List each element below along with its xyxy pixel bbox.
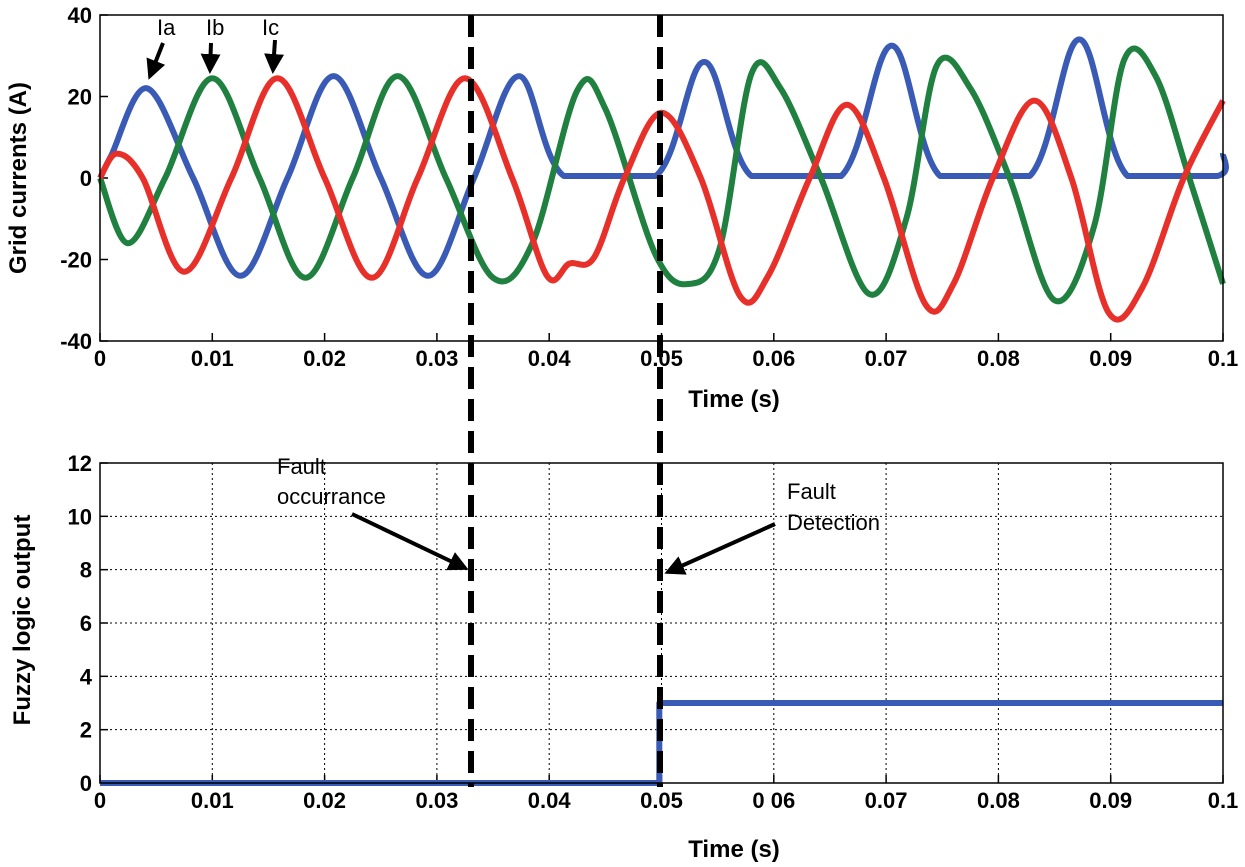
fault-detection-label-1: Fault [787,479,836,504]
top-ytick-label: -20 [60,248,92,273]
bottom-xtick-label: 0.09 [1089,788,1132,813]
bottom-xlabel: Time (s) [688,836,780,863]
bottom-xtick-label: 0 06 [752,788,795,813]
top-xtick-label: 0.01 [191,346,234,371]
bottom-xtick-label: 0.01 [191,788,234,813]
top-xtick-label: 0.1 [1208,346,1239,371]
series-ib-line [97,45,1226,305]
top-ylabel: Grid currents (A) [5,82,32,274]
fault-detection-label-2: Detection [787,510,880,535]
arrow-fault-detection [664,522,776,575]
top-ticks: 0 0.01 0.02 0.03 0.04 0.05 0.06 0.07 0.08 0.09 0.1… [60,3,1238,371]
top-xtick-label: 0 [94,346,106,371]
bottom-ytick-label: 8 [80,558,92,583]
series-ia-line [97,36,1229,279]
bottom-xtick-label: 0.07 [865,788,908,813]
top-ytick-label: -40 [60,329,92,354]
top-xtick-label: 0.08 [977,346,1020,371]
top-xtick-label: 0.03 [415,346,458,371]
bottom-ytick-label: 6 [80,611,92,636]
grid-currents-plot: Grid currents (A) Time (s) 0 0.01 0.02 0.03… [5,3,1238,413]
bottom-ytick-label: 2 [80,718,92,743]
bottom-xtick-label: 0.03 [415,788,458,813]
top-series-group [97,36,1229,323]
bottom-xtick-label: 0.04 [528,788,572,813]
fuzzy-output-plot: Fuzzy logic output Time (s) 0 0.01 0.02 0.0… [9,451,1238,863]
top-xtick-label: 0.07 [865,346,908,371]
label-ic: Ic [262,15,279,40]
fault-occurrence-label-2: occurrance [277,484,386,509]
bottom-ylabel: Fuzzy logic output [9,515,36,726]
bottom-xtick-label: 0.05 [640,788,683,813]
bottom-ytick-label: 12 [68,451,92,476]
bottom-ytick-label: 10 [68,504,92,529]
series-ic-line [97,75,1226,323]
bottom-xtick-label: 0.02 [303,788,346,813]
bottom-xtick-label: 0 [94,788,106,813]
top-xtick-label: 0.06 [752,346,795,371]
top-ytick-label: 0 [80,166,92,191]
bottom-ytick-label: 4 [80,664,93,689]
top-xtick-label: 0.02 [303,346,346,371]
top-ytick-label: 40 [68,3,92,28]
top-xlabel: Time (s) [688,386,780,413]
bottom-ticks: 0 0.01 0.02 0.03 0.04 0.05 0 06 0.07 0.08 0.09 0.1… [68,451,1239,813]
bottom-xtick-label: 0.08 [977,788,1020,813]
fault-occurrence-label-1: Fault [277,454,326,479]
arrow-ic [264,39,285,74]
arrow-ib [200,42,221,74]
top-xtick-label: 0.09 [1089,346,1132,371]
label-ib: Ib [206,15,224,40]
bottom-xtick-label: 0.1 [1208,788,1239,813]
arrow-ia [146,42,166,80]
top-ytick-label: 20 [68,85,92,110]
bottom-ytick-label: 0 [80,771,92,796]
top-xtick-label: 0.04 [528,346,572,371]
arrow-fault-occurrence [351,512,469,571]
label-ia: Ia [157,15,176,40]
